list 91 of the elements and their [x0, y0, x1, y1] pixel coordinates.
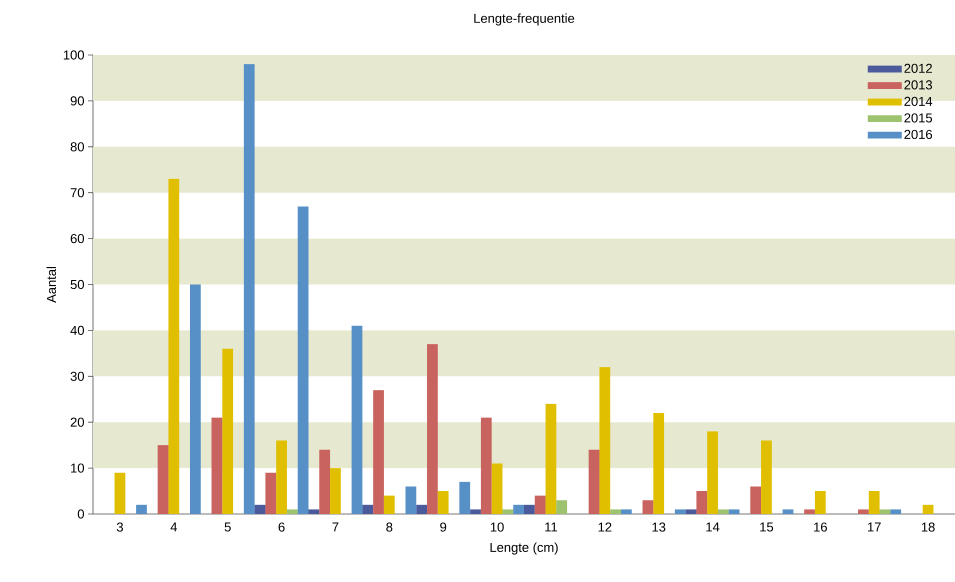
- bar: [642, 500, 654, 514]
- x-tick-label: 15: [760, 522, 774, 532]
- x-tick-label: 14: [706, 522, 720, 532]
- bar: [718, 509, 729, 514]
- bar: [136, 504, 147, 514]
- legend-label: 2016: [904, 130, 932, 140]
- y-tick-label: 100: [64, 50, 84, 60]
- bar: [492, 464, 502, 514]
- chart-title: Lengte-frequentie: [474, 13, 574, 26]
- x-tick-label: 17: [868, 522, 881, 532]
- bar: [286, 509, 298, 514]
- legend-label: 2012: [904, 64, 932, 73]
- x-tick-label: 8: [386, 522, 392, 532]
- y-tick-label: 90: [70, 96, 84, 106]
- bar: [244, 64, 255, 514]
- bar: [653, 413, 664, 514]
- bar: [190, 284, 201, 514]
- bar: [276, 440, 287, 514]
- x-tick-label: 3: [116, 522, 123, 532]
- y-tick-label: 20: [70, 418, 84, 427]
- bar: [362, 504, 374, 514]
- bar: [728, 509, 740, 514]
- bar: [674, 509, 686, 514]
- x-tick-label: 10: [490, 522, 504, 532]
- bar: [298, 206, 309, 514]
- y-tick-label: 60: [70, 234, 84, 244]
- bar: [686, 509, 696, 514]
- bar: [405, 486, 416, 514]
- bar: [222, 348, 234, 514]
- x-tick-label: 6: [278, 522, 285, 532]
- y-axis-title: Aantal: [46, 267, 56, 303]
- bar: [620, 509, 632, 514]
- bar: [438, 491, 449, 514]
- bar: [610, 509, 621, 514]
- bar: [696, 491, 708, 514]
- x-tick-label: 11: [545, 522, 558, 532]
- y-tick-label: 40: [70, 326, 84, 335]
- x-tick-label: 7: [332, 522, 338, 532]
- x-tick-label: 12: [598, 522, 612, 532]
- bar: [588, 450, 600, 514]
- bar: [416, 504, 428, 514]
- y-tick-label: 80: [70, 142, 84, 152]
- bar: [922, 504, 934, 514]
- legend-label: 2015: [904, 113, 932, 123]
- bar: [868, 491, 880, 514]
- bar: [761, 440, 772, 514]
- y-tick-label: 30: [70, 372, 84, 381]
- x-tick-label: 16: [814, 522, 827, 532]
- x-axis-title: Lengte (cm): [490, 542, 558, 555]
- y-tick-label: 0: [78, 509, 84, 519]
- x-tick-label: 13: [652, 522, 666, 532]
- bar: [384, 496, 395, 514]
- bar: [352, 326, 362, 514]
- bar: [546, 404, 556, 514]
- bar: [858, 509, 869, 514]
- bar: [890, 509, 902, 514]
- bar: [707, 431, 718, 514]
- y-tick-label: 10: [71, 464, 84, 473]
- bar: [330, 468, 341, 514]
- bar: [750, 486, 762, 514]
- bar: [265, 472, 276, 514]
- bar: [373, 390, 384, 514]
- bar: [814, 491, 826, 514]
- x-tick-label: 4: [170, 522, 178, 532]
- y-tick-label: 70: [70, 188, 84, 198]
- x-tick-label: 5: [224, 522, 231, 532]
- bar: [782, 509, 794, 514]
- bar: [254, 504, 266, 514]
- bar: [513, 504, 524, 514]
- legend-label: 2014: [904, 96, 932, 106]
- legend-label: 2013: [904, 80, 932, 90]
- bar: [212, 418, 222, 514]
- bar: [524, 504, 535, 514]
- bar: [459, 482, 470, 514]
- bar: [599, 367, 610, 514]
- bar: [804, 509, 815, 514]
- x-tick-label: 9: [440, 522, 446, 532]
- bar: [427, 344, 438, 514]
- y-tick-label: 50: [70, 280, 84, 290]
- bar: [556, 500, 568, 514]
- bar: [534, 496, 546, 514]
- bar: [114, 472, 126, 514]
- bar: [880, 509, 890, 514]
- x-tick-label: 18: [922, 522, 935, 532]
- bar: [480, 418, 492, 514]
- bar: [502, 509, 514, 514]
- bar: [319, 450, 330, 514]
- bar: [470, 509, 481, 514]
- bar: [168, 178, 180, 514]
- bar: [308, 509, 320, 514]
- bar: [158, 445, 168, 514]
